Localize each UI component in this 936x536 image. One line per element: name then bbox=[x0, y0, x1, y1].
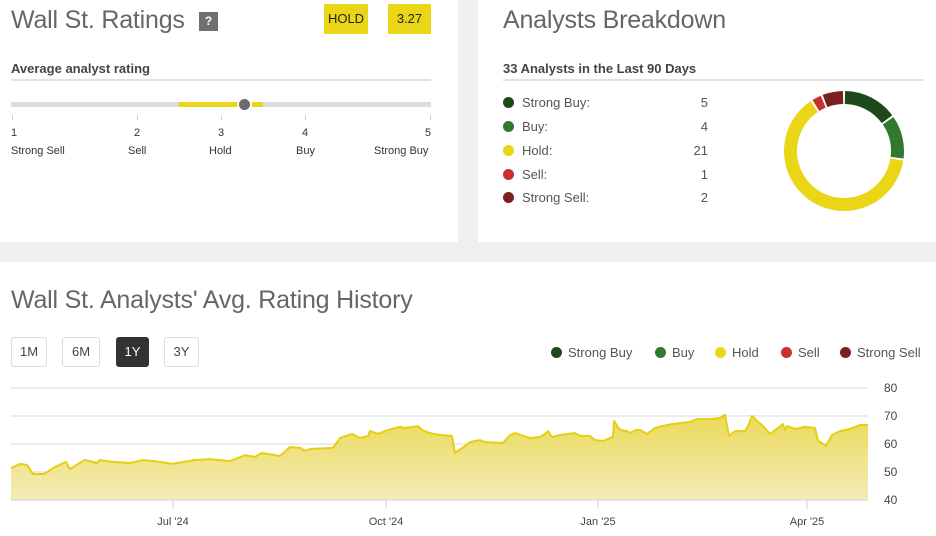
y-tick-label: 50 bbox=[884, 465, 898, 479]
donut-slice bbox=[822, 91, 844, 108]
row-label: Strong Buy: bbox=[522, 95, 590, 110]
scale-label: Hold bbox=[209, 145, 232, 157]
range-6m-button[interactable]: 6M bbox=[62, 337, 100, 367]
hold-line bbox=[10, 413, 868, 475]
strong-buy-dot-icon bbox=[551, 347, 562, 358]
scale-number: 5 bbox=[425, 127, 432, 139]
rating-value-badge: 3.27 bbox=[388, 4, 431, 34]
breakdown-row-hold: Hold: 21 bbox=[503, 143, 708, 159]
rating-range-band bbox=[179, 102, 263, 107]
legend-hold[interactable]: Hold bbox=[715, 345, 759, 360]
donut-slice bbox=[882, 117, 904, 159]
row-count: 21 bbox=[693, 143, 708, 158]
sell-dot-icon bbox=[781, 347, 792, 358]
x-tick-label: Jan '25 bbox=[580, 516, 616, 528]
scale-tick bbox=[305, 115, 306, 120]
scale-tick bbox=[430, 115, 431, 120]
buy-dot-icon bbox=[655, 347, 666, 358]
row-count: 1 bbox=[700, 167, 708, 182]
scale-label: Strong Buy bbox=[374, 145, 429, 157]
row-count: 5 bbox=[700, 95, 708, 110]
x-tick-label: Jul '24 bbox=[157, 516, 189, 528]
x-tick-label: Apr '25 bbox=[789, 516, 825, 528]
legend-sell[interactable]: Sell bbox=[781, 345, 820, 360]
y-tick-label: 60 bbox=[884, 437, 898, 451]
hold-area bbox=[11, 414, 868, 500]
buy-dot-icon bbox=[503, 121, 514, 132]
y-tick-label: 80 bbox=[884, 381, 898, 395]
rating-label-badge: HOLD bbox=[324, 4, 368, 34]
donut-slice bbox=[812, 95, 826, 112]
scale-tick bbox=[221, 115, 222, 120]
scale-label: Sell bbox=[128, 145, 147, 157]
scale-tick bbox=[137, 115, 138, 120]
breakdown-row-sell: Sell: 1 bbox=[503, 167, 708, 183]
hold-dot-icon bbox=[715, 347, 726, 358]
strong-buy-dot-icon bbox=[503, 97, 514, 108]
avg-rating-subtitle: Average analyst rating bbox=[11, 61, 150, 76]
range-1y-button[interactable]: 1Y bbox=[116, 337, 149, 367]
range-1m-button[interactable]: 1M bbox=[11, 337, 47, 367]
row-label: Sell: bbox=[522, 167, 548, 182]
y-tick-label: 40 bbox=[884, 493, 898, 507]
wall-st-ratings-panel: Wall St. Ratings ? HOLD 3.27 Average ana… bbox=[0, 0, 458, 242]
legend-strong-buy[interactable]: Strong Buy bbox=[551, 345, 632, 360]
legend-buy[interactable]: Buy bbox=[655, 345, 694, 360]
x-tick-label: Oct '24 bbox=[368, 516, 404, 528]
scale-number: 3 bbox=[218, 127, 225, 139]
scale-number: 4 bbox=[302, 127, 309, 139]
y-tick-label: 70 bbox=[884, 409, 898, 423]
row-count: 2 bbox=[700, 190, 708, 205]
ratings-title: Wall St. Ratings bbox=[11, 6, 185, 34]
row-label: Strong Sell: bbox=[522, 190, 590, 205]
row-count: 4 bbox=[700, 119, 708, 134]
scale-label: Buy bbox=[296, 145, 315, 157]
breakdown-donut-chart bbox=[784, 91, 904, 212]
history-title: Wall St. Analysts' Avg. Rating History bbox=[11, 286, 413, 314]
breakdown-subtitle: 33 Analysts in the Last 90 Days bbox=[503, 61, 697, 76]
divider bbox=[503, 79, 924, 81]
help-icon[interactable]: ? bbox=[199, 12, 218, 31]
scale-number: 1 bbox=[11, 127, 18, 139]
breakdown-row-buy: Buy: 4 bbox=[503, 119, 708, 135]
sell-dot-icon bbox=[503, 169, 514, 180]
divider bbox=[11, 79, 431, 81]
scale-label: Strong Sell bbox=[11, 145, 65, 157]
scale-number: 2 bbox=[134, 127, 141, 139]
breakdown-row-strong-sell: Strong Sell: 2 bbox=[503, 190, 708, 206]
row-label: Hold: bbox=[522, 143, 553, 158]
donut-slice bbox=[844, 91, 893, 124]
legend-strong-sell[interactable]: Strong Sell bbox=[840, 345, 921, 360]
scale-tick bbox=[12, 115, 13, 120]
strong-sell-dot-icon bbox=[503, 192, 514, 203]
strong-sell-dot-icon bbox=[840, 347, 851, 358]
row-label: Buy: bbox=[522, 119, 549, 134]
range-3y-button[interactable]: 3Y bbox=[164, 337, 199, 367]
breakdown-title: Analysts Breakdown bbox=[503, 6, 726, 34]
breakdown-row-strong-buy: Strong Buy: 5 bbox=[503, 95, 708, 111]
rating-marker bbox=[239, 99, 250, 110]
hold-dot-icon bbox=[503, 145, 514, 156]
rating-history-chart bbox=[10, 387, 868, 509]
